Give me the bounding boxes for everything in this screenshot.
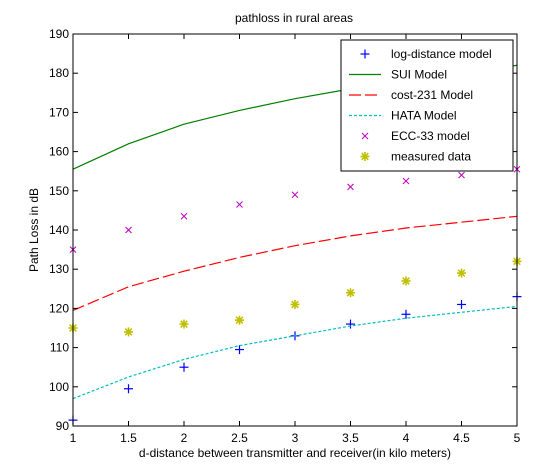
legend-label: HATA Model bbox=[391, 109, 457, 123]
legend-item: HATA Model bbox=[349, 109, 457, 123]
legend-label: log-distance model bbox=[391, 47, 492, 61]
series-4 bbox=[69, 165, 521, 253]
x-tick-label: 1.5 bbox=[120, 431, 137, 445]
data-point bbox=[235, 315, 244, 325]
y-tick-label: 100 bbox=[49, 380, 69, 394]
data-point bbox=[124, 327, 133, 337]
data-point bbox=[179, 362, 189, 372]
legend-label: SUI Model bbox=[391, 68, 447, 82]
legend-box bbox=[340, 39, 514, 172]
x-tick-label: 1 bbox=[70, 431, 77, 445]
series-line-2 bbox=[72, 215, 518, 311]
legend-label: ECC-33 model bbox=[391, 129, 470, 143]
y-tick-label: 140 bbox=[49, 223, 69, 237]
x-tick-label: 2.5 bbox=[231, 431, 248, 445]
data-point bbox=[346, 319, 355, 329]
axes-layer: 1 1.5 2 2.5 3 3.5 4 4.5 5 90 100 110 120 130 140 150 160… bbox=[49, 27, 521, 445]
y-tick-label: 110 bbox=[50, 341, 69, 355]
legend-swatch bbox=[361, 132, 369, 140]
chart-title: pathloss in rural areas bbox=[235, 11, 353, 25]
legend-item: SUI Model bbox=[349, 68, 447, 82]
data-point bbox=[457, 268, 466, 278]
x-tick-label: 5 bbox=[514, 431, 521, 445]
data-point bbox=[457, 299, 466, 309]
y-tick-label: 160 bbox=[49, 145, 69, 159]
x-tick-label: 2 bbox=[181, 431, 188, 445]
data-point bbox=[124, 384, 133, 394]
data-point bbox=[347, 183, 354, 191]
legend-swatch bbox=[360, 152, 370, 161]
y-tick-label: 120 bbox=[49, 301, 69, 315]
x-tick-label: 4.5 bbox=[453, 431, 470, 445]
legend-item: log-distance model bbox=[360, 47, 492, 61]
y-tick-label: 170 bbox=[49, 105, 69, 119]
y-tick-label: 150 bbox=[49, 184, 69, 198]
y-axis-label: Path Loss in dB bbox=[27, 188, 41, 272]
legend-label: cost-231 Model bbox=[391, 88, 473, 102]
legend-item: cost-231 Model bbox=[349, 88, 473, 102]
y-tick-label: 180 bbox=[49, 66, 69, 80]
data-point bbox=[346, 288, 355, 298]
series-line-3 bbox=[72, 305, 518, 400]
legend-item: measured data bbox=[360, 150, 471, 164]
data-point bbox=[125, 226, 132, 234]
legend-swatch bbox=[360, 49, 370, 59]
y-tick-label: 130 bbox=[49, 262, 69, 276]
data-point bbox=[180, 212, 188, 220]
y-tick-label: 190 bbox=[49, 27, 69, 41]
x-tick-label: 3.5 bbox=[342, 431, 359, 445]
data-point bbox=[291, 191, 299, 199]
legend-item: ECC-33 model bbox=[361, 129, 470, 143]
data-point bbox=[458, 171, 465, 179]
data-point bbox=[402, 177, 410, 185]
legend-label: measured data bbox=[391, 150, 471, 164]
y-tick-label: 90 bbox=[56, 419, 70, 433]
data-point bbox=[401, 309, 411, 319]
data-point bbox=[236, 201, 243, 208]
data-point bbox=[290, 299, 300, 309]
series-0 bbox=[68, 292, 522, 425]
data-point bbox=[401, 276, 411, 286]
data-point bbox=[235, 345, 244, 355]
series-2 bbox=[72, 215, 518, 311]
x-tick-label: 3 bbox=[292, 431, 299, 445]
series-3 bbox=[72, 305, 518, 400]
series-5 bbox=[68, 256, 522, 337]
data-point bbox=[179, 319, 189, 329]
legend: log-distance model SUI Model cost-231 Mode… bbox=[340, 39, 514, 172]
x-axis-label: d-distance between transmitter and recei… bbox=[139, 446, 451, 460]
x-tick-label: 4 bbox=[403, 431, 410, 445]
